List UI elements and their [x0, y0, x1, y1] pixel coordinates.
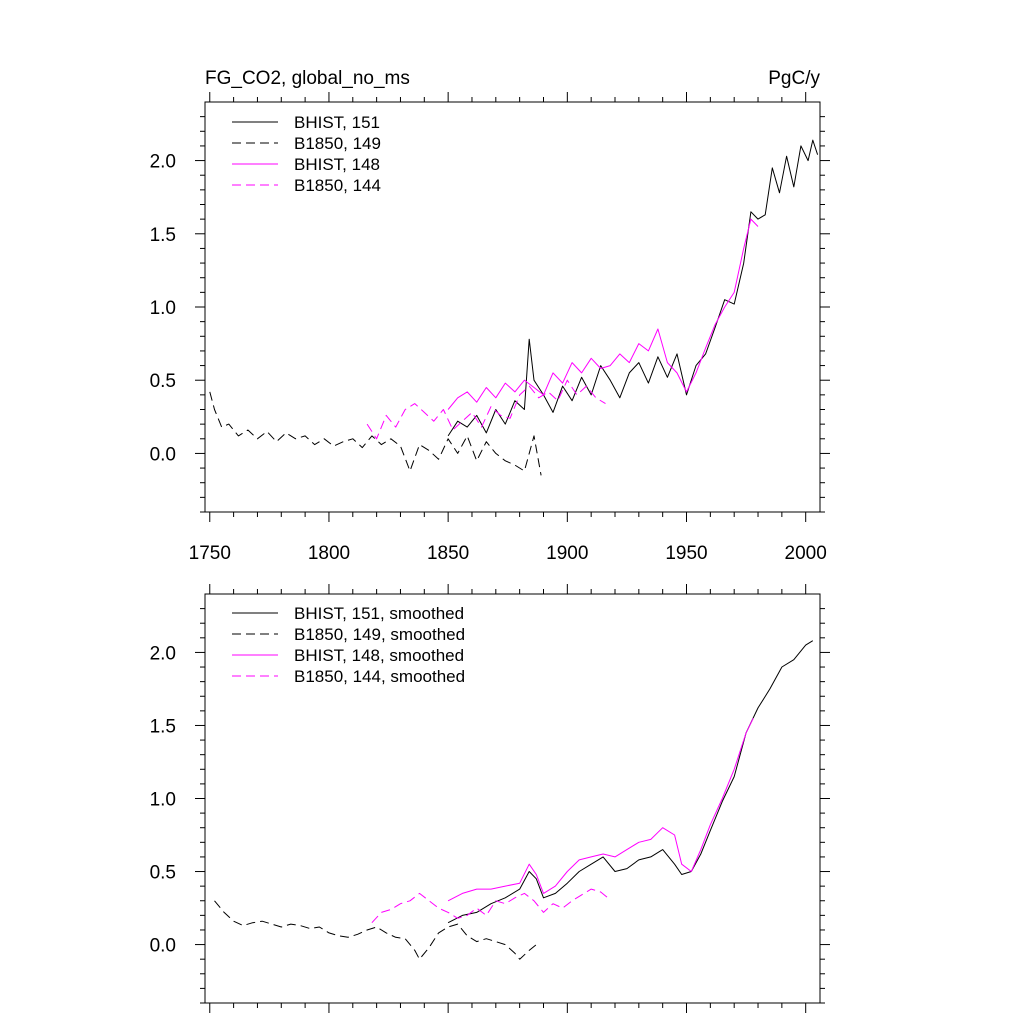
- top-panel: 1750 1800 1850 1900 1950 2000 0.0 0.5 1.0 1.5 2.0 B…: [150, 92, 830, 564]
- x-tick-label: 1900: [546, 543, 588, 564]
- legend-label: B1850, 144, smoothed: [294, 667, 465, 686]
- bottom-panel: 0.0 0.5 1.0 1.5 2.0 BHIST, 151, smoothed B1850…: [150, 584, 830, 1013]
- series-line-3: [447, 218, 759, 410]
- y-tick-label: 0.5: [150, 371, 176, 392]
- series-line-2: [214, 900, 537, 960]
- panel-title-right: PgC/y: [768, 68, 820, 89]
- panel-title-left: FG_CO2, global_no_ms: [205, 68, 410, 89]
- series-line-1: [447, 640, 814, 924]
- y-tick-label: 2.0: [150, 152, 176, 173]
- y-tick-label: 1.0: [150, 790, 176, 811]
- legend-label: B1850, 144: [294, 176, 381, 195]
- x-tick-label: 1750: [189, 543, 231, 564]
- y-tick-label: 2.0: [150, 643, 176, 664]
- legend-label: BHIST, 151: [294, 113, 380, 132]
- x-tick-label: 1800: [308, 543, 350, 564]
- y-tick-label: 0.5: [150, 863, 176, 884]
- y-tick-label: 0.0: [150, 444, 176, 465]
- x-tick-label: 1950: [665, 543, 707, 564]
- series-line-4: [366, 379, 606, 440]
- y-tick-label: 1.5: [150, 716, 176, 737]
- y-tick-label: 0.0: [150, 936, 176, 957]
- legend-label: B1850, 149: [294, 134, 381, 153]
- series-line-3: [447, 717, 754, 902]
- series-line-1: [447, 139, 819, 437]
- x-tick-label: 1850: [427, 543, 469, 564]
- y-tick-label: 1.0: [150, 298, 176, 319]
- x-tick-label: 2000: [785, 543, 827, 564]
- legend-label: BHIST, 151, smoothed: [294, 604, 464, 623]
- y-tick-label: 1.5: [150, 225, 176, 246]
- legend-label: BHIST, 148, smoothed: [294, 646, 464, 665]
- series-line-4: [371, 888, 609, 924]
- legend-label: BHIST, 148: [294, 155, 380, 174]
- series-line-2: [209, 391, 542, 476]
- legend-label: B1850, 149, smoothed: [294, 625, 465, 644]
